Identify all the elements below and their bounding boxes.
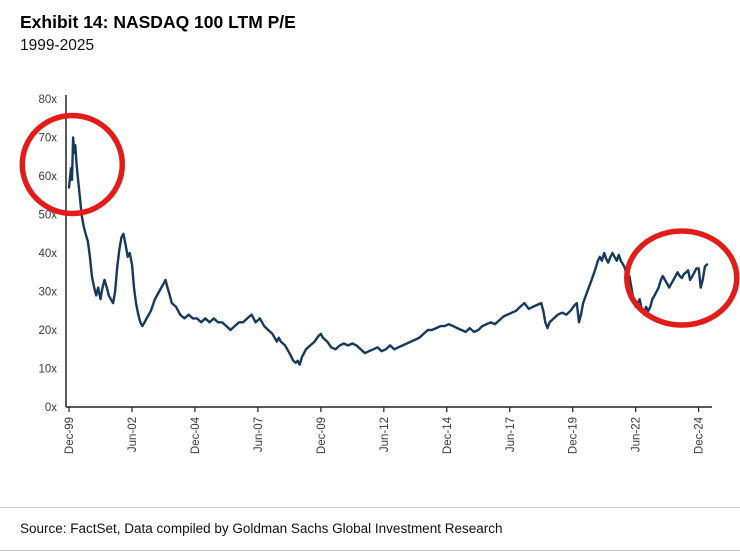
- x-tick-label: Jun-12: [379, 417, 391, 452]
- y-tick-label: 0x: [45, 402, 57, 414]
- x-tick-label: Jun-02: [127, 417, 139, 452]
- x-tick-label: Jun-07: [253, 417, 265, 452]
- x-tick-label: Dec-24: [694, 417, 706, 455]
- x-tick-label: Dec-09: [316, 417, 328, 454]
- x-tick-label: Dec-99: [64, 417, 76, 454]
- pe-data-line: [67, 136, 709, 367]
- y-tick-label: 10x: [38, 364, 57, 376]
- y-tick-label: 30x: [38, 287, 57, 299]
- x-tick-label: Jun-22: [631, 417, 643, 452]
- x-tick-label: Dec-19: [568, 417, 580, 454]
- y-tick-label: 40x: [38, 248, 57, 260]
- recent-valuation-circle: [624, 228, 740, 329]
- chart-subtitle: 1999-2025: [20, 36, 95, 54]
- chart-header: Exhibit 14: NASDAQ 100 LTM P/E 1999-2025: [0, 0, 740, 55]
- chart-footer: Source: FactSet, Data compiled by Goldma…: [0, 507, 740, 551]
- x-tick-label: Dec-14: [442, 417, 454, 455]
- y-tick-label: 20x: [38, 325, 57, 337]
- chart-title: Exhibit 14: NASDAQ 100 LTM P/E: [20, 12, 296, 32]
- y-tick-label: 60x: [38, 171, 57, 183]
- source-attribution: Source: FactSet, Data compiled by Goldma…: [20, 521, 503, 536]
- dotcom-peak-circle: [19, 112, 126, 217]
- y-tick-label: 70x: [38, 133, 57, 145]
- y-tick-label: 80x: [38, 94, 57, 106]
- x-tick-label: Jun-17: [505, 417, 517, 452]
- x-tick-label: Dec-04: [190, 417, 202, 455]
